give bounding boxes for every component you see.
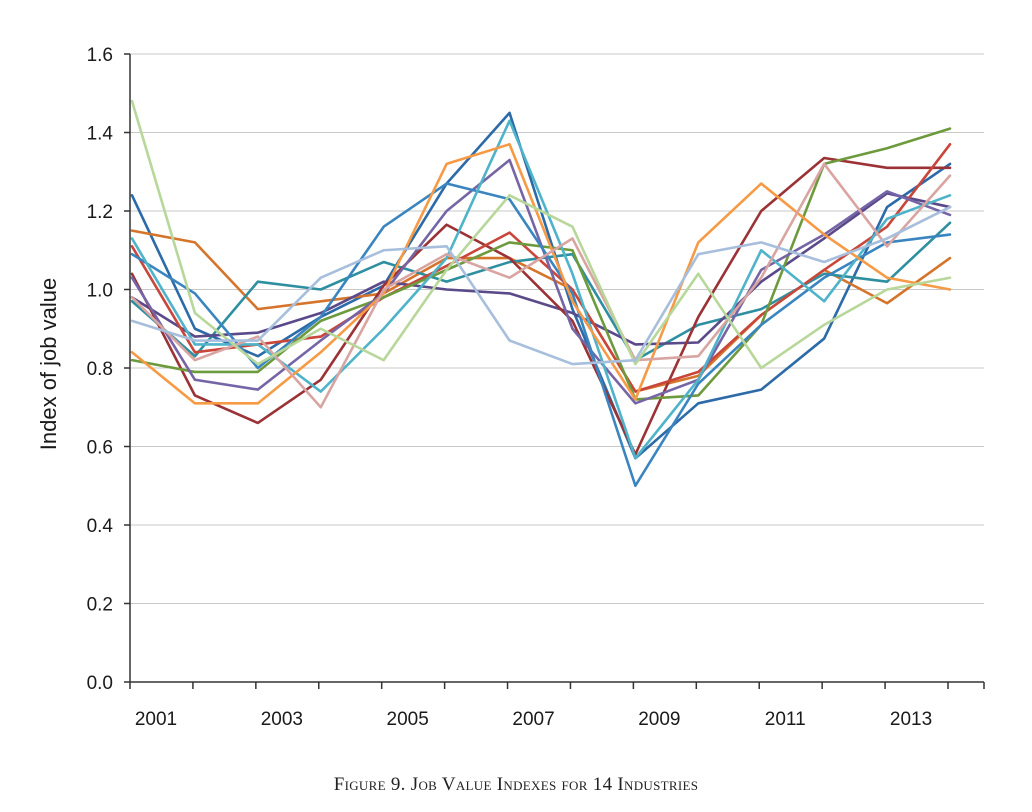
series-line-6 xyxy=(130,142,952,393)
y-tick-label: 1.2 xyxy=(87,202,113,223)
x-tick-label: 2011 xyxy=(765,709,806,730)
series-line-2 xyxy=(130,229,952,393)
y-tick-label: 1.4 xyxy=(87,124,114,145)
x-tick-label: 2007 xyxy=(512,709,554,730)
y-tick-label: 0.8 xyxy=(87,359,113,380)
y-tick-label: 1.6 xyxy=(87,45,113,66)
x-tick-label: 2001 xyxy=(135,709,177,730)
x-tick-label: 2009 xyxy=(638,709,680,730)
series-line-13 xyxy=(130,99,952,370)
y-tick-label: 0.4 xyxy=(87,516,114,537)
series-line-10 xyxy=(130,119,952,460)
x-tick-label: 2013 xyxy=(890,709,932,730)
series-lines xyxy=(130,99,952,488)
series-line-11 xyxy=(130,142,952,405)
x-tick-labels: 2001 2003 2005 2007 2009 2011 2013 xyxy=(135,709,932,730)
figure-caption: Figure 9. Job Value Indexes for 14 Indus… xyxy=(333,774,699,795)
x-tick-label: 2003 xyxy=(261,709,303,730)
y-tick-label: 0.6 xyxy=(87,438,113,459)
y-tick-label: 0.0 xyxy=(87,673,113,694)
gridlines xyxy=(130,53,984,604)
y-tick-labels: 0.0 0.2 0.4 0.6 0.8 1.0 1.2 1.4 1.6 xyxy=(87,45,114,694)
y-tick-label: 1.0 xyxy=(87,281,113,302)
y-axis-label: Index of job value xyxy=(36,278,61,450)
y-tick-label: 0.2 xyxy=(87,595,113,616)
series-line-14 xyxy=(130,205,952,366)
series-line-5 xyxy=(130,156,952,456)
x-tick-label: 2005 xyxy=(387,709,429,730)
axes xyxy=(124,53,985,689)
series-line-12 xyxy=(130,162,952,409)
